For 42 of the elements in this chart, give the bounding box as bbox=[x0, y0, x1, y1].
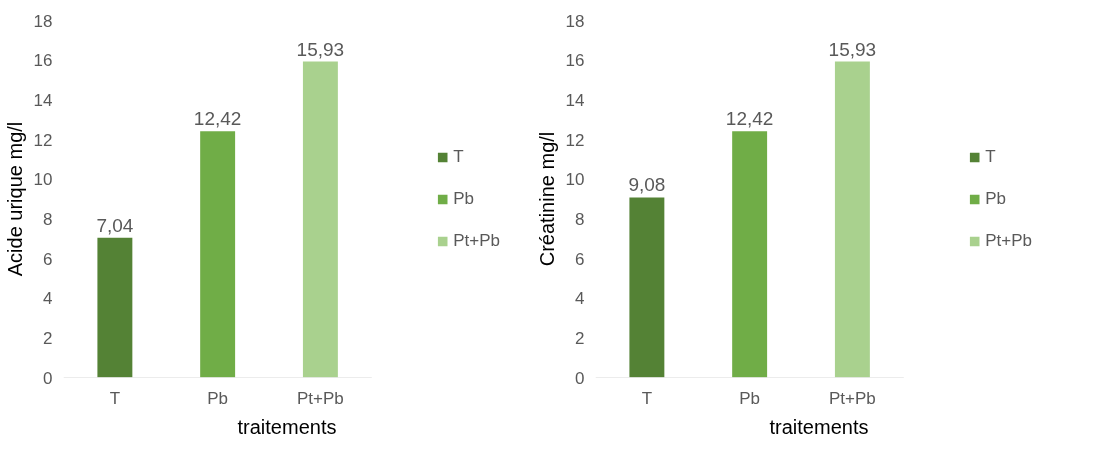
legend-label: Pb bbox=[985, 188, 1006, 209]
y-tick-label: 2 bbox=[575, 328, 585, 348]
x-axis-title: traitements bbox=[769, 415, 869, 438]
x-tick-label: T bbox=[109, 388, 121, 408]
x-tick-label: Pb bbox=[207, 388, 229, 408]
y-tick-label: 12 bbox=[565, 130, 585, 150]
y-tick-label: 0 bbox=[43, 368, 53, 388]
x-axis-title: traitements bbox=[237, 415, 337, 438]
y-axis-title: Acide urique mg/l bbox=[3, 121, 26, 277]
y-tick-label: 16 bbox=[565, 51, 585, 71]
x-tick-label: T bbox=[641, 388, 653, 408]
legend-label: Pt+Pb bbox=[985, 230, 1032, 251]
x-tick-label: Pt+Pb bbox=[297, 388, 344, 408]
y-tick-label: 8 bbox=[575, 209, 585, 229]
legend-label: Pb bbox=[453, 188, 474, 209]
data-label: 12,42 bbox=[193, 108, 242, 130]
x-tick-label: Pt+Pb bbox=[829, 388, 876, 408]
x-tick-label: Pb bbox=[739, 388, 761, 408]
y-tick-label: 0 bbox=[575, 368, 585, 388]
y-tick-label: 4 bbox=[575, 289, 585, 309]
data-label: 15,93 bbox=[296, 38, 345, 60]
y-tick-label: 14 bbox=[33, 90, 53, 110]
y-tick-label: 4 bbox=[43, 289, 53, 309]
legend-label: Pt+Pb bbox=[453, 230, 500, 251]
y-tick-label: 12 bbox=[33, 130, 53, 150]
y-tick-label: 18 bbox=[33, 11, 53, 31]
legend-label: T bbox=[453, 146, 465, 167]
y-tick-label: 14 bbox=[565, 90, 585, 110]
y-tick-label: 16 bbox=[33, 51, 53, 71]
y-axis-title: Créatinine mg/l bbox=[535, 131, 558, 267]
data-label: 7,04 bbox=[96, 214, 134, 236]
y-tick-label: 2 bbox=[43, 328, 53, 348]
y-tick-label: 18 bbox=[565, 11, 585, 31]
y-tick-label: 6 bbox=[43, 249, 53, 269]
data-label: 9,08 bbox=[628, 174, 666, 196]
y-tick-label: 10 bbox=[33, 170, 53, 190]
y-tick-label: 10 bbox=[565, 170, 585, 190]
y-tick-label: 8 bbox=[43, 209, 53, 229]
data-label: 15,93 bbox=[828, 38, 877, 60]
y-tick-label: 6 bbox=[575, 249, 585, 269]
legend-label: T bbox=[985, 146, 997, 167]
data-label: 12,42 bbox=[725, 108, 774, 130]
